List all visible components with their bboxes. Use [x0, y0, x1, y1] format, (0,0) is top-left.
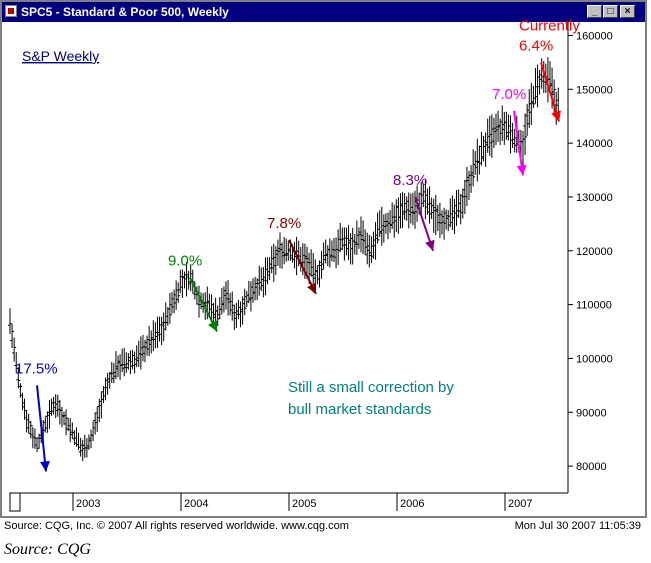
copyright-text: Source: CQG, Inc. © 2007 All rights rese… [4, 520, 349, 532]
x-tick-label: 2006 [400, 498, 424, 510]
correction-label: Currently [519, 17, 580, 34]
correction-label: 7.8% [267, 215, 301, 232]
correction-label: 17.5% [15, 360, 58, 377]
y-tick-label: 110000 [576, 300, 612, 312]
y-tick-label: 130000 [576, 192, 613, 204]
correction-arrow [540, 62, 560, 122]
y-tick-label: 160000 [576, 30, 613, 42]
chart-axes [9, 22, 569, 512]
y-tick-label: 80000 [576, 461, 607, 473]
window-title: SPC5 - Standard & Poor 500, Weekly [21, 5, 229, 19]
y-tick-label: 140000 [576, 138, 613, 150]
price-bars [8, 57, 561, 462]
correction-arrow [36, 385, 47, 472]
correction-label-value: 6.4% [519, 37, 553, 54]
correction-label: 8.3% [393, 172, 427, 189]
y-ticks: 80000 90000 100000 110000 120000 130000 140000… [568, 30, 613, 473]
close-button[interactable]: × [620, 5, 635, 18]
timestamp-text: Mon Jul 30 2007 11:05:39 [514, 520, 641, 532]
x-ticks: 2003 2004 2005 2006 2007 [72, 493, 532, 511]
arrow-head [307, 282, 316, 294]
scroll-thumb[interactable] [9, 492, 21, 512]
y-tick-label: 100000 [576, 353, 613, 365]
arrow-head [516, 164, 527, 176]
note-line-1: Still a small correction by [288, 379, 454, 396]
app-icon [5, 5, 17, 17]
correction-arrow [189, 277, 218, 332]
x-tick-label: 2003 [76, 498, 100, 510]
legend-label[interactable]: S&P Weekly [22, 48, 99, 64]
maximize-button[interactable]: □ [603, 5, 618, 18]
correction-arrows: 17.5% 9.0% 7.8% 8.3% 7.0% Currently 6.4% [15, 17, 580, 472]
arrow-head [425, 239, 435, 251]
correction-arrow [288, 239, 317, 295]
y-tick-label: 150000 [576, 84, 613, 96]
title-bar[interactable]: SPC5 - Standard & Poor 500, Weekly _ □ × [2, 2, 645, 22]
y-tick-label: 120000 [576, 246, 613, 258]
correction-label: 9.0% [168, 253, 202, 270]
correction-label: 7.0% [492, 86, 526, 103]
x-tick-label: 2005 [292, 498, 316, 510]
minimize-button[interactable]: _ [587, 5, 602, 18]
arrow-head [551, 110, 561, 122]
correction-arrow [513, 110, 524, 176]
status-footer: Source: CQG, Inc. © 2007 All rights rese… [0, 518, 651, 536]
source-caption: Source: CQG [4, 541, 91, 558]
x-tick-label: 2004 [184, 498, 208, 510]
arrow-head [39, 461, 50, 472]
note-line-2: bull market standards [288, 401, 431, 418]
y-tick-label: 90000 [576, 407, 607, 419]
x-tick-label: 2007 [508, 498, 532, 510]
price-chart: 80000 90000 100000 110000 120000 130000 140000… [8, 17, 613, 512]
arrow-head [208, 320, 217, 332]
